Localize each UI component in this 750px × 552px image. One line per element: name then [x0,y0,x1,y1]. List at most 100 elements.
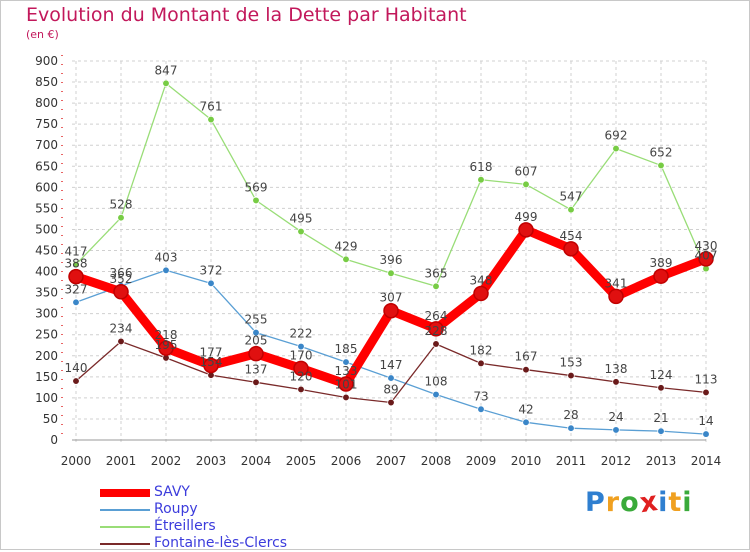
data-label: 264 [425,309,448,323]
data-label: 138 [605,362,628,376]
data-point [477,176,485,184]
x-tick-label: 2004 [241,454,272,468]
y-tick-label: 0 [50,433,58,447]
series-fontaine-l-s-clercs [72,337,710,407]
data-label: 454 [560,229,583,243]
data-point [252,328,260,337]
data-point [72,260,80,269]
data-label: 101 [335,377,358,391]
x-tick-label: 2007 [376,454,407,468]
logo-letter: t [668,487,683,518]
x-tick-label: 2011 [556,454,587,468]
data-label: 372 [200,263,223,277]
data-label: 185 [335,342,358,356]
proxiti-logo: Proxiti [585,486,693,519]
data-point [383,302,399,319]
data-point [297,227,305,236]
x-tick-label: 2012 [601,454,632,468]
data-point [432,390,440,399]
y-tick-label: 750 [35,117,58,131]
data-label: 28 [563,408,578,422]
logo-letter: i [682,487,693,518]
data-point [612,144,620,153]
data-point [432,340,440,348]
legend-label: Fontaine-lès-Clercs [154,535,288,551]
data-label: 761 [200,100,223,114]
data-label: 652 [650,145,673,159]
data-point [567,424,575,432]
data-point [612,378,620,386]
data-label: 167 [515,350,538,364]
data-point [293,360,309,377]
data-point [207,115,215,124]
y-tick-label: 400 [35,265,58,279]
legend-label: Étreillers [154,518,216,534]
x-tick-label: 2013 [646,454,677,468]
y-tick-label: 550 [35,201,58,215]
data-point [72,298,80,306]
data-label: 42 [518,402,533,416]
logo-letter: P [585,487,606,518]
data-label: 407 [695,249,718,263]
data-point [657,427,665,435]
data-label: 341 [605,276,628,290]
data-label: 147 [380,358,403,372]
data-label: 140 [65,361,88,375]
data-point [113,284,129,300]
data-point [477,405,485,413]
y-tick-label: 850 [35,75,58,89]
data-label: 120 [290,369,313,383]
y-tick-label: 150 [35,370,58,384]
data-label: 21 [653,411,668,425]
data-point [563,241,579,257]
legend-label: Roupy [154,501,198,517]
y-tick-label: 500 [35,222,58,236]
x-tick-label: 2001 [106,454,137,468]
data-label: 366 [110,266,133,280]
data-point [567,206,575,214]
data-label: 73 [473,389,488,403]
x-tick-label: 2014 [691,454,722,468]
data-point [698,251,714,267]
data-label: 137 [245,362,268,376]
chart-unit: (en €) [26,28,59,41]
data-label: 133 [335,364,358,378]
data-point [117,337,125,346]
x-tick-label: 2005 [286,454,317,468]
data-point [342,393,350,402]
data-label: 618 [470,160,493,174]
legend-swatch [100,526,150,528]
data-label: 499 [515,210,538,224]
logo-letter: i [658,487,669,518]
data-point [387,374,395,382]
data-point [252,196,260,205]
data-label: 182 [470,343,493,357]
data-point [158,340,174,356]
data-label: 430 [695,239,718,253]
x-tick-label: 2009 [466,454,497,468]
data-point [473,285,489,302]
data-point [252,378,260,386]
data-point [432,282,440,290]
legend-swatch [100,543,150,545]
data-point [248,345,264,362]
data-point [608,288,624,305]
data-point [428,321,444,337]
y-tick-label: 900 [35,54,58,68]
data-point [567,371,575,380]
x-tick-label: 2000 [61,454,92,468]
data-label: 495 [290,212,313,226]
data-point [162,266,170,274]
data-label: 218 [155,328,178,342]
x-tick-label: 2008 [421,454,452,468]
data-label: 388 [65,257,88,271]
data-point [477,359,485,368]
data-label: 89 [383,383,398,397]
data-point [522,418,530,426]
data-point [342,255,350,263]
y-tick-label: 50 [43,412,58,426]
series-savy [68,222,714,392]
data-point [657,384,665,392]
data-label: 228 [425,324,448,338]
data-label: 569 [245,180,268,194]
